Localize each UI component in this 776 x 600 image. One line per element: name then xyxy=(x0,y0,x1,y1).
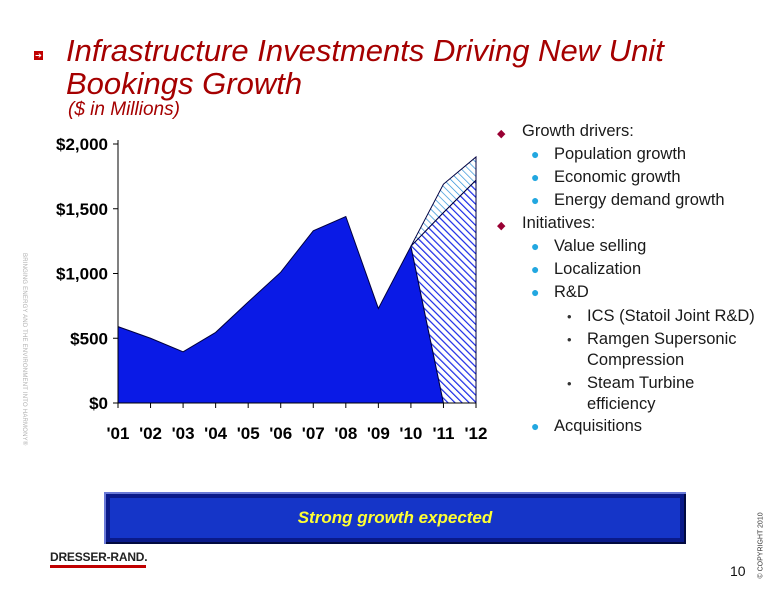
company-logo: DRESSER-RAND. xyxy=(50,550,148,564)
x-tick-label: '05 xyxy=(237,424,260,443)
dot-bullet-icon: ● xyxy=(531,284,540,300)
bullet-list: ◆ Growth drivers: ● Population growth ● Eco… xyxy=(495,120,755,438)
dot-bullet-icon: ● xyxy=(531,146,540,162)
title-bullet-icon: ➔ xyxy=(34,51,43,60)
x-tick-label: '04 xyxy=(204,424,227,443)
slide-title: Infrastructure Investments Driving New U… xyxy=(66,33,664,101)
x-tick-label: '03 xyxy=(172,424,195,443)
x-tick-label: '01 xyxy=(107,424,130,443)
banner-text: Strong growth expected xyxy=(297,508,493,527)
slide-subtitle: ($ in Millions) xyxy=(68,99,180,120)
x-tick-label: '06 xyxy=(269,424,292,443)
diamond-bullet-icon: ◆ xyxy=(497,220,506,232)
dot-bullet-icon: ● xyxy=(531,418,540,434)
y-tick-label: $0 xyxy=(89,394,108,413)
page-number: 10 xyxy=(730,563,746,579)
y-tick-label: $2,000 xyxy=(56,135,108,154)
dot-bullet-icon: ● xyxy=(531,169,540,185)
dot-bullet-icon: ● xyxy=(531,192,540,208)
bullet-energy-demand-growth: ● Energy demand growth xyxy=(495,189,755,212)
y-tick-label: $500 xyxy=(70,329,108,348)
bullet-steam-turbine: • Steam Turbine efficiency xyxy=(567,374,695,413)
small-dot-bullet-icon: • xyxy=(567,309,572,324)
banner: Strong growth expected xyxy=(104,492,686,544)
dot-bullet-icon: ● xyxy=(531,238,540,254)
copyright-notice: © COPYRIGHT 2010 xyxy=(757,512,765,579)
bullet-ramgen: • Ramgen Supersonic Compression xyxy=(567,330,737,369)
side-tagline: BRINGING ENERGY AND THE ENVIRONMENT INTO… xyxy=(21,253,27,446)
diamond-bullet-icon: ◆ xyxy=(497,128,506,140)
bullet-localization: ● Localization xyxy=(495,258,755,281)
y-tick-label: $1,500 xyxy=(56,200,108,219)
bullet-ics: • ICS (Statoil Joint R&D) xyxy=(567,307,755,325)
small-dot-bullet-icon: • xyxy=(567,332,572,347)
bullet-initiatives: ◆ Initiatives: xyxy=(495,212,755,235)
bullet-population-growth: ● Population growth xyxy=(495,143,755,166)
bookings-area-chart: $0 $500 $1,000 $1,500 $2,000 '01 '02 '03 '04 '05 '… xyxy=(56,135,488,443)
area-forecast-lower xyxy=(410,179,477,404)
x-tick-label: '12 xyxy=(465,424,488,443)
dot-bullet-icon: ● xyxy=(531,261,540,277)
x-tick-label: '02 xyxy=(139,424,162,443)
x-tick-label: '10 xyxy=(399,424,422,443)
small-dot-bullet-icon: • xyxy=(567,376,572,391)
x-tick-label: '08 xyxy=(334,424,357,443)
x-tick-label: '11 xyxy=(432,424,454,443)
x-tick-label: '07 xyxy=(302,424,325,443)
logo-underline xyxy=(50,565,146,568)
bullet-economic-growth: ● Economic growth xyxy=(495,166,755,189)
bullet-acquisitions: ● Acquisitions xyxy=(495,415,755,438)
bullet-rnd: ● R&D xyxy=(495,281,755,304)
bullet-value-selling: ● Value selling xyxy=(495,235,755,258)
x-tick-label: '09 xyxy=(367,424,390,443)
bullet-growth-drivers: ◆ Growth drivers: xyxy=(495,120,755,143)
y-tick-label: $1,000 xyxy=(56,265,108,284)
